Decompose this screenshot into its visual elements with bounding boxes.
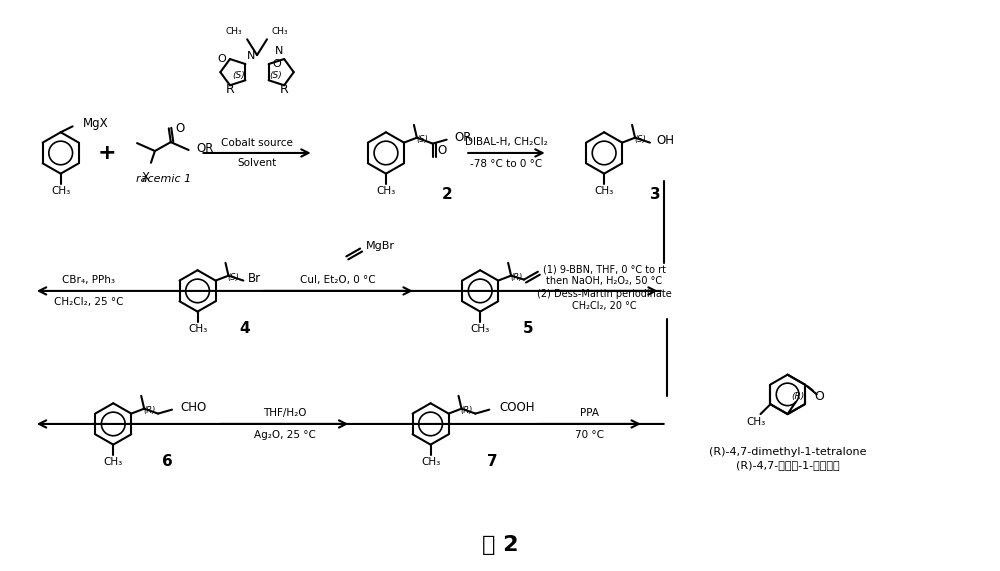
Text: 6: 6 <box>162 454 173 469</box>
Text: THF/H₂O: THF/H₂O <box>263 408 307 418</box>
Text: X: X <box>142 171 150 184</box>
Text: CH₃: CH₃ <box>188 324 207 335</box>
Text: then NaOH, H₂O₂, 50 °C: then NaOH, H₂O₂, 50 °C <box>546 276 662 286</box>
Text: CuI, Et₂O, 0 °C: CuI, Et₂O, 0 °C <box>300 275 375 285</box>
Text: Ag₂O, 25 °C: Ag₂O, 25 °C <box>254 430 316 440</box>
Text: Br: Br <box>248 272 261 285</box>
Text: O: O <box>273 59 281 69</box>
Text: +: + <box>98 143 117 163</box>
Text: (S): (S) <box>416 135 428 144</box>
Text: OH: OH <box>656 134 674 147</box>
Text: (R): (R) <box>791 392 804 401</box>
Text: 4: 4 <box>239 321 249 336</box>
Text: CH₃: CH₃ <box>746 417 765 427</box>
Text: (S): (S) <box>227 273 239 282</box>
Text: OR: OR <box>197 142 214 155</box>
Text: R: R <box>226 83 235 96</box>
Text: N: N <box>246 51 255 61</box>
Text: (1) 9-BBN, THF, 0 °C to rt: (1) 9-BBN, THF, 0 °C to rt <box>543 264 666 274</box>
Text: CH₃: CH₃ <box>272 27 289 36</box>
Text: R: R <box>279 83 288 96</box>
Text: Cobalt source: Cobalt source <box>221 138 293 148</box>
Text: O: O <box>437 144 446 157</box>
Text: CH₂Cl₂, 20 °C: CH₂Cl₂, 20 °C <box>572 301 636 311</box>
Text: CHO: CHO <box>180 401 206 414</box>
Text: (R)-4,7-dimethyl-1-tetralone: (R)-4,7-dimethyl-1-tetralone <box>709 447 866 457</box>
Text: PPA: PPA <box>580 408 599 418</box>
Text: (R)-4,7-二甲基-1-四氢萄酮: (R)-4,7-二甲基-1-四氢萄酮 <box>736 460 839 471</box>
Text: CH₃: CH₃ <box>376 186 396 196</box>
Text: COOH: COOH <box>499 401 535 414</box>
Text: OR: OR <box>455 131 472 144</box>
Text: N: N <box>275 46 283 56</box>
Text: CH₃: CH₃ <box>51 186 70 196</box>
Text: 7: 7 <box>487 454 497 469</box>
Text: (S): (S) <box>232 71 245 79</box>
Text: DIBAL-H, CH₂Cl₂: DIBAL-H, CH₂Cl₂ <box>465 137 547 147</box>
Text: (2) Dess-Martin periodinate: (2) Dess-Martin periodinate <box>537 289 672 299</box>
Text: CH₃: CH₃ <box>421 457 440 468</box>
Text: CH₃: CH₃ <box>594 186 614 196</box>
Text: 式 2: 式 2 <box>482 535 518 555</box>
Text: 2: 2 <box>442 187 453 202</box>
Text: -78 °C to 0 °C: -78 °C to 0 °C <box>470 159 542 169</box>
Text: (R): (R) <box>510 273 522 282</box>
Text: O: O <box>217 54 226 64</box>
Text: (S): (S) <box>270 71 282 79</box>
Text: (S): (S) <box>634 135 646 144</box>
Text: CH₃: CH₃ <box>104 457 123 468</box>
Text: Solvent: Solvent <box>237 158 277 168</box>
Text: O: O <box>175 122 184 135</box>
Text: CH₂Cl₂, 25 °C: CH₂Cl₂, 25 °C <box>54 297 123 307</box>
Text: (R): (R) <box>143 406 155 415</box>
Text: CBr₄, PPh₃: CBr₄, PPh₃ <box>62 275 115 285</box>
Text: (R): (R) <box>460 406 473 415</box>
Text: 70 °C: 70 °C <box>575 430 604 440</box>
Text: MgX: MgX <box>83 117 108 130</box>
Text: 3: 3 <box>650 187 661 202</box>
Text: MgBr: MgBr <box>366 240 395 251</box>
Text: O: O <box>815 390 825 403</box>
Text: racemic 1: racemic 1 <box>136 174 191 184</box>
Text: CH₃: CH₃ <box>471 324 490 335</box>
Text: 5: 5 <box>522 321 533 336</box>
Text: CH₃: CH₃ <box>226 27 242 36</box>
